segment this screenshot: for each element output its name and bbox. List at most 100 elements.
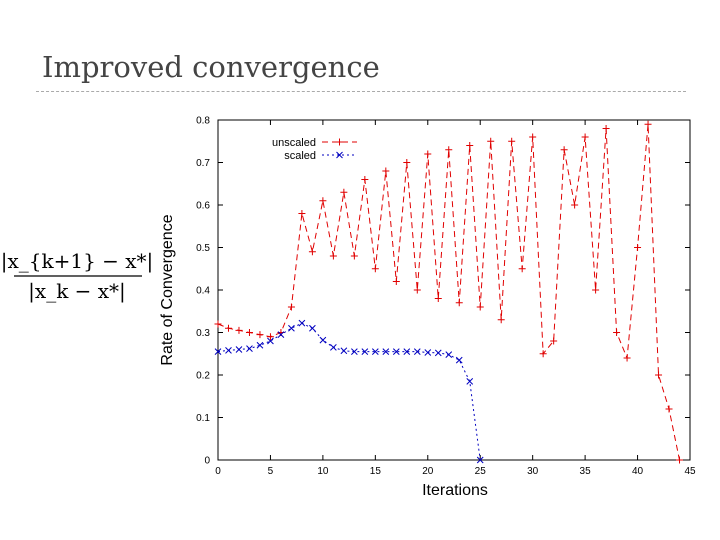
x-tick-label: 40 [632, 466, 644, 477]
data-point-unscaled [287, 303, 295, 311]
data-point-unscaled [350, 252, 358, 260]
x-tick-label: 10 [317, 466, 329, 477]
data-point-scaled [267, 337, 274, 345]
data-point-scaled [309, 324, 316, 332]
x-tick-label: 45 [684, 466, 696, 477]
data-point-scaled [424, 349, 432, 356]
data-point-unscaled [245, 329, 253, 336]
data-point-scaled [361, 348, 369, 355]
data-point-unscaled [613, 329, 621, 336]
data-point-unscaled [434, 295, 442, 302]
data-point-scaled [277, 331, 285, 338]
data-point-scaled [319, 336, 327, 344]
data-point-unscaled [308, 248, 316, 256]
x-axis-title: Iterations [422, 482, 488, 499]
data-point-scaled [382, 348, 390, 355]
data-point-unscaled [560, 146, 568, 154]
data-point-scaled [340, 347, 348, 355]
data-point-unscaled [455, 299, 463, 307]
data-point-scaled [413, 348, 421, 355]
y-tick-label: 0 [204, 456, 210, 467]
data-point-unscaled [487, 137, 495, 145]
x-tick-label: 35 [580, 466, 592, 477]
y-tick-label: 0.3 [196, 328, 210, 339]
data-point-unscaled [371, 265, 379, 273]
y-tick-label: 0.8 [196, 116, 210, 127]
data-point-scaled [466, 378, 474, 385]
data-point-scaled [434, 349, 442, 357]
chart-axes: 0 5 10 15 20 25 30 35 40 45 0 0.1 0.2 0.3 0.4 0.5 0.6 0.7… [196, 116, 696, 478]
data-point-unscaled [445, 146, 453, 154]
data-point-scaled [445, 351, 453, 358]
data-point-unscaled [550, 337, 558, 345]
data-point-unscaled [235, 326, 243, 334]
data-point-unscaled [581, 133, 589, 141]
data-point-scaled [403, 348, 411, 355]
data-point-unscaled [298, 210, 306, 217]
convergence-formula: |x_{k+1} − x*| |x_k − x*| [1, 249, 154, 304]
data-point-unscaled [392, 278, 400, 285]
x-tick-label: 20 [422, 466, 434, 477]
data-point-scaled [256, 341, 264, 349]
x-tick-label: 5 [268, 466, 274, 477]
data-point-scaled [476, 456, 484, 464]
y-tick-label: 0.6 [196, 201, 210, 212]
formula-numerator: |x_{k+1} − x*| [1, 249, 154, 274]
data-point-unscaled [602, 125, 610, 132]
data-point-unscaled [361, 176, 369, 183]
y-tick-label: 0.2 [196, 371, 210, 382]
data-point-scaled [288, 324, 295, 332]
data-point-unscaled [214, 320, 222, 328]
y-tick-label: 0.4 [196, 286, 210, 297]
series-line-scaled [217, 322, 481, 461]
data-point-scaled [235, 346, 243, 353]
data-point-scaled [246, 345, 253, 353]
data-point-unscaled [319, 197, 327, 205]
data-point-unscaled [665, 405, 673, 413]
data-point-scaled [392, 348, 400, 355]
data-point-unscaled [644, 120, 652, 128]
title-divider [36, 91, 686, 92]
data-point-unscaled [676, 456, 684, 464]
legend-marker-unscaled [336, 138, 343, 146]
data-point-unscaled [539, 350, 547, 358]
series-line-unscaled [217, 124, 681, 461]
data-point-unscaled [466, 142, 474, 149]
data-point-unscaled [508, 137, 516, 145]
x-tick-label: 15 [370, 466, 382, 477]
data-point-scaled [298, 319, 306, 327]
data-point-unscaled [592, 286, 600, 294]
y-tick-label: 0.7 [196, 158, 210, 169]
data-point-unscaled [497, 316, 505, 324]
legend-marker-scaled [336, 151, 343, 159]
chart-series [214, 120, 684, 464]
x-tick-label: 0 [215, 466, 221, 477]
formula-denominator: |x_k − x*| [28, 279, 126, 304]
data-point-unscaled [382, 167, 390, 175]
data-point-unscaled [655, 371, 663, 379]
data-point-scaled [351, 348, 358, 355]
data-point-scaled [330, 344, 337, 351]
legend-label-unscaled: unscaled [272, 137, 316, 149]
x-tick-label: 30 [527, 466, 539, 477]
y-axis-title: Rate of Convergence [159, 214, 176, 365]
data-point-unscaled [256, 331, 264, 339]
data-point-unscaled [413, 286, 421, 294]
slide-title: Improved convergence [42, 50, 380, 84]
data-point-unscaled [224, 324, 232, 332]
legend-label-scaled: scaled [284, 150, 316, 162]
x-tick-label: 25 [475, 466, 487, 477]
data-point-unscaled [634, 244, 642, 251]
data-point-scaled [371, 348, 379, 355]
data-point-unscaled [403, 159, 411, 166]
data-point-unscaled [623, 354, 631, 362]
data-point-unscaled [571, 201, 579, 209]
data-point-unscaled [329, 252, 337, 260]
data-point-unscaled [529, 133, 537, 141]
plot-frame [217, 119, 691, 461]
data-point-unscaled [476, 303, 484, 311]
data-point-unscaled [340, 188, 348, 196]
data-point-scaled [225, 346, 232, 354]
